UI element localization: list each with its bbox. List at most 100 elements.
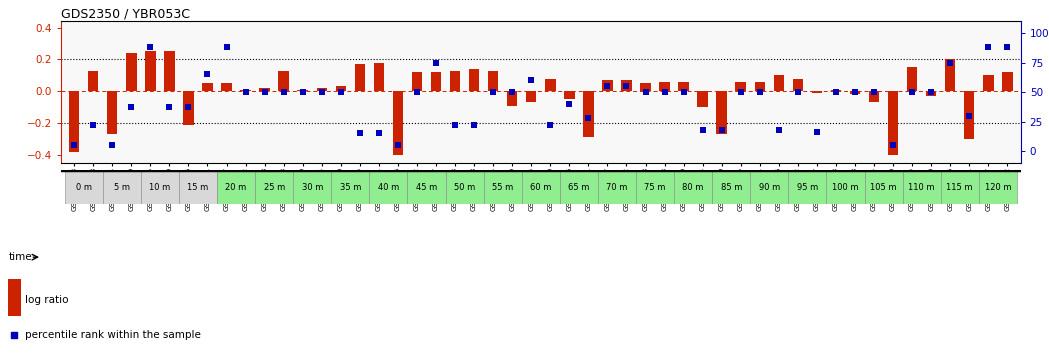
Text: 75 m: 75 m <box>644 183 666 192</box>
Point <box>295 89 312 95</box>
Bar <box>793 79 804 91</box>
Bar <box>979 170 1016 204</box>
Bar <box>407 170 446 204</box>
Point <box>104 142 121 148</box>
Bar <box>564 91 575 99</box>
Bar <box>983 75 993 91</box>
Point <box>751 89 768 95</box>
Point <box>980 44 997 50</box>
Bar <box>698 91 708 107</box>
Text: 10 m: 10 m <box>149 183 171 192</box>
Text: 100 m: 100 m <box>832 183 859 192</box>
Point <box>237 89 254 95</box>
Bar <box>583 91 594 137</box>
Text: 0 m: 0 m <box>76 183 91 192</box>
Bar <box>164 51 174 91</box>
Point <box>942 60 959 65</box>
Bar <box>331 170 369 204</box>
Bar <box>184 91 194 125</box>
Point <box>904 89 921 95</box>
Text: 45 m: 45 m <box>415 183 437 192</box>
Point <box>561 101 578 107</box>
Bar <box>355 64 365 91</box>
Bar <box>293 170 331 204</box>
Point <box>522 78 539 83</box>
Bar <box>431 72 442 91</box>
Bar <box>850 91 860 95</box>
Bar <box>941 170 979 204</box>
Point <box>732 89 749 95</box>
Bar <box>298 90 308 91</box>
Text: 5 m: 5 m <box>113 183 130 192</box>
Bar <box>964 91 975 139</box>
Text: 25 m: 25 m <box>263 183 284 192</box>
Bar <box>526 91 536 102</box>
Bar <box>8 279 21 316</box>
Bar <box>373 63 384 91</box>
Bar <box>446 170 484 204</box>
Bar <box>145 51 155 91</box>
Text: 105 m: 105 m <box>871 183 897 192</box>
Bar <box>221 83 232 91</box>
Point <box>580 115 597 121</box>
Bar <box>255 170 293 204</box>
Bar <box>735 82 746 91</box>
Point <box>713 127 730 133</box>
Bar <box>907 67 918 91</box>
Text: 70 m: 70 m <box>606 183 627 192</box>
Bar <box>217 170 255 204</box>
Bar <box>369 170 407 204</box>
Bar <box>336 86 346 91</box>
Bar <box>602 80 613 91</box>
Bar <box>202 83 213 91</box>
Bar <box>392 91 403 155</box>
Point <box>770 127 787 133</box>
Point <box>790 89 807 95</box>
Bar <box>240 90 251 91</box>
Point <box>428 60 445 65</box>
Bar <box>317 88 327 91</box>
Bar <box>773 75 784 91</box>
Text: 55 m: 55 m <box>492 183 513 192</box>
Point <box>447 122 464 128</box>
Bar <box>864 170 902 204</box>
Text: percentile rank within the sample: percentile rank within the sample <box>25 330 201 340</box>
Bar <box>827 170 864 204</box>
Bar <box>488 70 498 91</box>
Point <box>694 127 711 133</box>
Bar <box>712 170 750 204</box>
Bar <box>65 170 103 204</box>
Bar <box>450 70 461 91</box>
Point <box>275 89 292 95</box>
Bar <box>926 91 937 96</box>
Point <box>370 131 387 136</box>
Point <box>884 142 901 148</box>
Point <box>828 89 844 95</box>
Point <box>923 89 940 95</box>
Text: 35 m: 35 m <box>340 183 361 192</box>
Point <box>485 89 501 95</box>
Bar <box>69 91 80 152</box>
Text: time: time <box>8 252 33 262</box>
Bar <box>789 170 827 204</box>
Text: 110 m: 110 m <box>908 183 935 192</box>
Point <box>199 72 216 77</box>
Bar <box>278 70 288 91</box>
Text: 50 m: 50 m <box>454 183 475 192</box>
Bar <box>507 91 517 105</box>
Bar <box>126 53 136 91</box>
Bar <box>945 59 956 91</box>
Point <box>389 142 406 148</box>
Point <box>123 104 140 110</box>
Point <box>351 131 368 136</box>
Bar <box>107 91 117 134</box>
Text: 40 m: 40 m <box>378 183 399 192</box>
Bar <box>621 80 631 91</box>
Bar <box>716 91 727 134</box>
Point <box>999 44 1015 50</box>
Text: 115 m: 115 m <box>946 183 973 192</box>
Text: 60 m: 60 m <box>530 183 552 192</box>
Point <box>66 142 83 148</box>
Bar <box>484 170 521 204</box>
Text: 30 m: 30 m <box>301 183 323 192</box>
